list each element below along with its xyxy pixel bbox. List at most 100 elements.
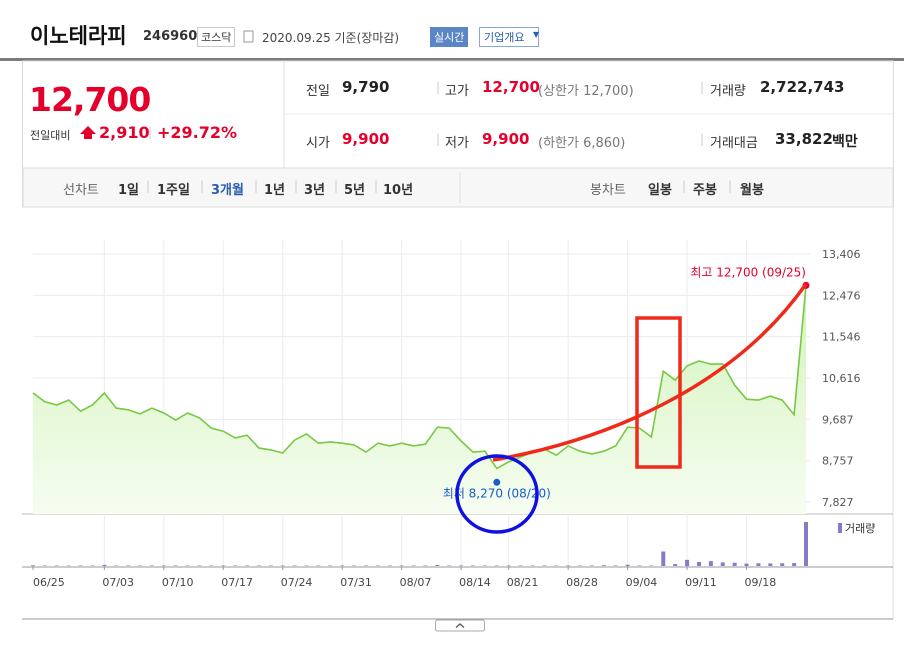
stat-label: 저가 <box>445 136 469 151</box>
volume-bar <box>673 564 678 566</box>
volume-bar <box>625 564 630 566</box>
y-tick-label: 12,476 <box>822 289 861 302</box>
stat-unit: 백만 <box>832 134 858 150</box>
volume-bar <box>31 565 35 566</box>
change: 2,910 <box>99 123 150 142</box>
tab[interactable]: 10년 <box>383 183 414 198</box>
volume-bar <box>435 565 440 566</box>
x-tick-label: 07/31 <box>340 576 372 589</box>
base-date: 2020.09.25 기준(장마감) <box>262 31 400 45</box>
tab-bar <box>22 167 894 208</box>
x-tick-label: 07/03 <box>102 576 134 589</box>
volume-bar <box>756 563 761 566</box>
x-tick-label: 09/18 <box>745 576 777 589</box>
stat-value: 9,900 <box>482 130 530 148</box>
volume-bar <box>732 562 737 566</box>
collapse-button[interactable] <box>435 619 485 632</box>
stat-value: 9,900 <box>342 130 390 148</box>
volume-bar <box>780 563 785 566</box>
x-tick-label: 09/04 <box>626 576 658 589</box>
stat-label: 시가 <box>306 136 330 151</box>
up-arrow <box>80 126 96 134</box>
doc-icon <box>243 30 254 43</box>
tab[interactable]: 5년 <box>344 183 366 198</box>
legend-swatch <box>838 523 842 533</box>
volume-bar <box>744 563 749 566</box>
x-tick-label: 06/25 <box>33 576 65 589</box>
y-tick-label: 10,616 <box>822 372 861 385</box>
separator: | <box>436 80 441 94</box>
realtime-button[interactable]: 실시간 <box>430 27 469 47</box>
separator: | <box>334 179 339 193</box>
volume-bar <box>696 561 701 566</box>
stat-label: 전일 <box>306 84 330 99</box>
y-tick-label: 8,757 <box>822 455 854 468</box>
volume-bar <box>708 561 713 566</box>
volume-bar <box>720 562 725 566</box>
stock-name: 이노테라피 <box>30 24 127 48</box>
stat-value: 33,822 <box>775 130 833 148</box>
x-tick-label: 07/24 <box>281 576 313 589</box>
y-tick-label: 9,687 <box>822 413 854 426</box>
volume-bar <box>792 563 797 566</box>
plot: 13,406 12,476 11,546 10,616 9,687 8,757 7,827 0… <box>31 240 861 589</box>
x-tick-label: 08/21 <box>507 576 539 589</box>
separator: | <box>682 179 687 193</box>
y-tick-label: 11,546 <box>822 331 861 344</box>
tab[interactable]: 3년 <box>304 183 326 198</box>
stat-value: 9,790 <box>342 78 390 96</box>
volume-bar <box>661 551 666 566</box>
legend-label: 거래량 <box>845 522 875 535</box>
tab[interactable]: 월봉 <box>740 183 764 198</box>
tab-active[interactable]: 3개월 <box>211 183 244 198</box>
market-badge: 코스닥 <box>197 27 236 47</box>
separator: | <box>728 179 733 193</box>
price-line <box>32 285 807 470</box>
tab[interactable]: 1주일 <box>157 183 190 198</box>
stat-label: 거래대금 <box>710 136 758 151</box>
annotation-label: 최저 8,270 (08/20) <box>443 486 551 500</box>
x-tick-label: 09/11 <box>685 576 717 589</box>
volume-bar <box>102 564 107 566</box>
company-label: 기업개요 <box>484 31 525 44</box>
separator: | <box>200 179 205 193</box>
tab[interactable]: 주봉 <box>693 183 717 198</box>
tab[interactable]: 1년 <box>264 183 286 198</box>
highlight-circle <box>455 454 539 534</box>
separator: | <box>148 125 153 139</box>
stat-note: (하한가 6,860) <box>538 136 626 151</box>
stat-label: 고가 <box>445 84 469 99</box>
tab[interactable]: 일봉 <box>648 183 672 198</box>
separator: | <box>146 179 151 193</box>
tab[interactable]: 1일 <box>118 183 140 198</box>
separator: | <box>374 179 379 193</box>
stock-code: 246960 <box>143 29 198 44</box>
current-price: 12,700 <box>29 80 151 119</box>
stat-note: (상한가 12,700) <box>538 84 634 99</box>
stat-label: 거래량 <box>710 84 746 99</box>
separator: | <box>436 132 441 146</box>
stat-value: 2,722,743 <box>760 78 845 96</box>
stat-value: 12,700 <box>482 78 540 96</box>
trend-curve <box>492 282 808 462</box>
header-bar <box>0 58 904 61</box>
price-area <box>33 285 806 514</box>
highlight-box <box>635 316 682 469</box>
x-tick-label: 08/14 <box>459 576 491 589</box>
y-tick-label: 7,827 <box>822 496 854 509</box>
separator: | <box>294 179 299 193</box>
x-tick-label: 07/17 <box>221 576 253 589</box>
volume-bar <box>768 563 773 566</box>
separator: | <box>700 132 705 146</box>
dropdown-icon: ▼ <box>533 30 540 39</box>
x-tick-label: 08/07 <box>400 576 432 589</box>
company-button[interactable]: 기업개요 <box>479 27 540 47</box>
separator: | <box>254 179 259 193</box>
x-tick-label: 07/10 <box>162 576 194 589</box>
tab-group-label: 선차트 <box>63 183 99 198</box>
change-rate: +29.72% <box>157 123 238 142</box>
up-arrow <box>84 134 92 139</box>
x-tick-label: 08/28 <box>566 576 598 589</box>
